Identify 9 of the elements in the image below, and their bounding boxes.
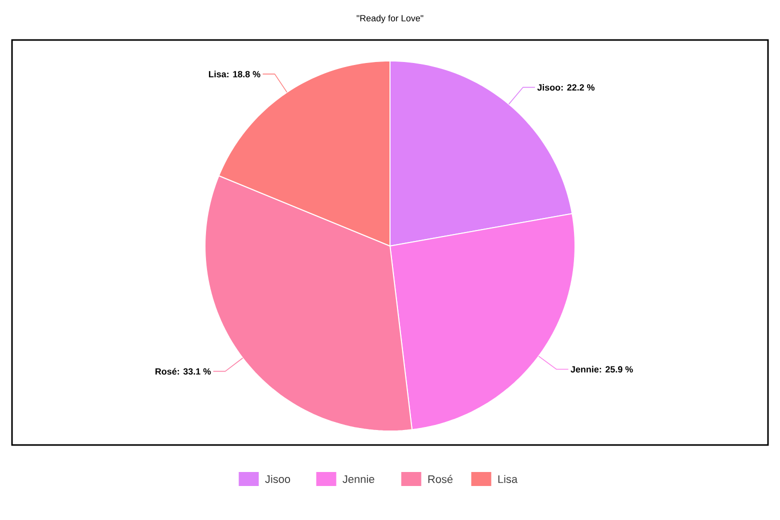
- data-label: Jennie: 25.9 %: [570, 366, 633, 373]
- data-label: Lisa: 18.8 %: [208, 70, 260, 78]
- legend-label: Jennie: [342, 474, 374, 484]
- legend-label: Jisoo: [265, 474, 290, 484]
- data-label: Jisoo: 22.2 %: [537, 84, 595, 91]
- chart-title: "Ready for Love": [356, 14, 424, 24]
- legend-label: Lisa: [498, 474, 518, 484]
- legend-label: Rosé: [428, 474, 453, 484]
- data-label: Rosé: 33.1 %: [156, 368, 211, 375]
